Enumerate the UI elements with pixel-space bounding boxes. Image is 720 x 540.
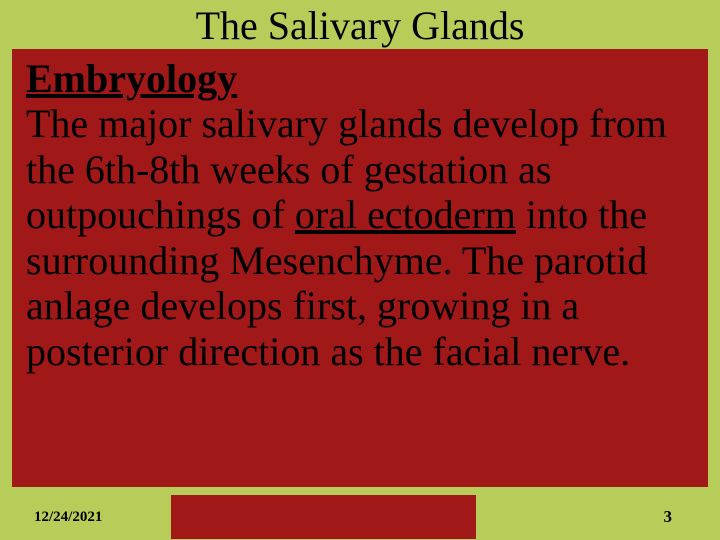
section-heading: Embryology: [26, 57, 694, 101]
footer-date: 12/24/2021: [34, 509, 164, 526]
body-underlined: oral ectoderm: [295, 192, 516, 237]
footer: 12/24/2021 3: [0, 494, 720, 540]
slide-title: The Salivary Glands: [0, 0, 720, 49]
footer-center-box: [171, 495, 476, 539]
footer-page-number: 3: [664, 507, 673, 527]
heading-text: Embryology: [26, 56, 237, 101]
body-text: The major salivary glands develop from t…: [26, 101, 694, 375]
content-box: Embryology The major salivary glands dev…: [12, 49, 708, 487]
body-of: of: [252, 192, 295, 237]
